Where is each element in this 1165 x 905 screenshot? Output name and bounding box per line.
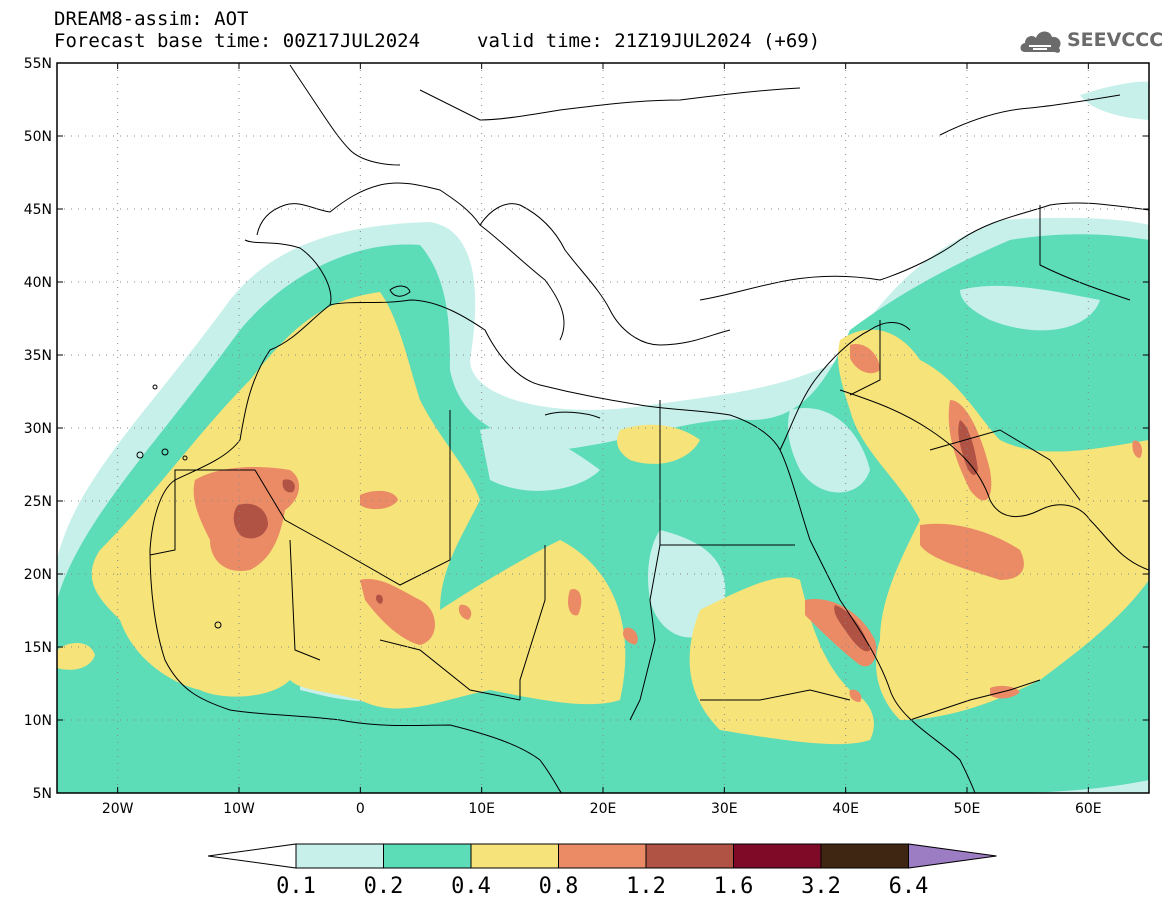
lat-tick-label: 25N bbox=[24, 494, 52, 510]
colorbar-level-label: 1.2 bbox=[626, 874, 666, 899]
colorbar-bin bbox=[558, 843, 647, 869]
gridlines bbox=[57, 63, 1149, 793]
colorbar-bin bbox=[383, 843, 472, 869]
colorbar-level-label: 0.2 bbox=[364, 874, 404, 899]
aot-band-1.2-1.6 bbox=[233, 420, 978, 652]
lon-tick-label: 0 bbox=[356, 801, 365, 817]
seevccc-logo: SEEVCCC bbox=[1017, 24, 1163, 58]
lat-tick-label: 15N bbox=[24, 640, 52, 656]
colorbar-level-label: 0.4 bbox=[451, 874, 491, 899]
lon-tick-label: 40E bbox=[832, 801, 859, 817]
colorbar-level-label: 0.1 bbox=[276, 874, 316, 899]
colorbar-below-arrow bbox=[207, 843, 297, 869]
colorbar-bin bbox=[733, 843, 822, 869]
lon-tick-label: 10W bbox=[223, 801, 255, 817]
colorbar-level-label: 0.8 bbox=[539, 874, 579, 899]
lat-tick-label: 10N bbox=[24, 713, 52, 729]
map-title: DREAM8-assim: AOT bbox=[54, 8, 249, 30]
lon-tick-label: 50E bbox=[954, 801, 981, 817]
colorbar-level-label: 1.6 bbox=[714, 874, 754, 899]
lon-tick-label: 20E bbox=[590, 801, 617, 817]
islands bbox=[136, 285, 601, 629]
lat-tick-label: 55N bbox=[24, 56, 52, 72]
lon-tick-label: 10E bbox=[468, 801, 495, 817]
forecast-base-time: Forecast base time: 00Z17JUL2024 bbox=[54, 30, 421, 52]
longitude-ticks: 20W 10W 0 10E 20E 30E 40E 50E 60E bbox=[102, 63, 1102, 817]
lon-tick-label: 30E bbox=[711, 801, 738, 817]
lat-tick-label: 40N bbox=[24, 275, 52, 291]
lon-tick-label: 20W bbox=[102, 801, 134, 817]
lat-tick-label: 50N bbox=[24, 129, 52, 145]
colorbar-bin bbox=[470, 843, 559, 869]
colorbar-above-arrow bbox=[908, 843, 997, 869]
colorbar-level-label: 6.4 bbox=[889, 874, 929, 899]
colorbar: 0.1 0.2 0.4 0.8 1.2 1.6 3.2 6.4 bbox=[207, 843, 997, 899]
lat-tick-label: 5N bbox=[33, 786, 52, 802]
lat-tick-label: 35N bbox=[24, 348, 52, 364]
colorbar-level-label: 3.2 bbox=[801, 874, 841, 899]
lat-tick-label: 45N bbox=[24, 202, 52, 218]
aot-band-0.4-0.8 bbox=[57, 292, 1149, 745]
colorbar-bin bbox=[820, 843, 909, 869]
lat-tick-label: 20N bbox=[24, 567, 52, 583]
colorbar-bin bbox=[295, 843, 384, 869]
cloud-icon bbox=[1020, 31, 1061, 53]
coastlines bbox=[149, 64, 1149, 793]
lat-tick-label: 30N bbox=[24, 421, 52, 437]
colorbar-bin bbox=[645, 843, 734, 869]
valid-time: valid time: 21Z19JUL2024 (+69) bbox=[477, 30, 821, 52]
logo-text: SEEVCCC bbox=[1067, 29, 1164, 51]
lon-tick-label: 60E bbox=[1075, 801, 1102, 817]
latitude-ticks: 55N 50N 45N 40N 35N 30N 25N 20N 15N 10N 5N bbox=[24, 56, 1149, 802]
